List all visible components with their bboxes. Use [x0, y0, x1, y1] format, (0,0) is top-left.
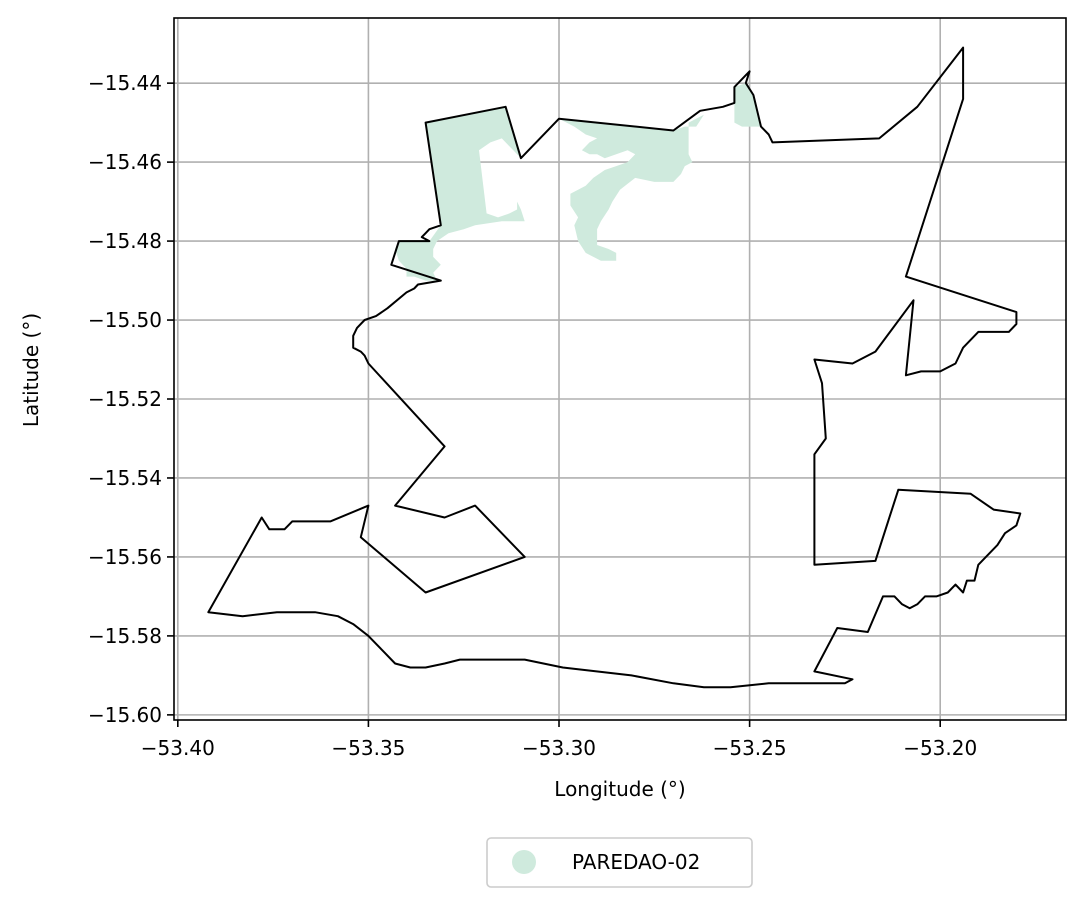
legend-frame	[486, 837, 753, 888]
y-tick-label: −15.48	[88, 229, 162, 253]
region-paredao-02	[395, 106, 525, 281]
y-axis-ticks: −15.44 −15.46 −15.48 −15.50 −15.52 −15.54 −15.…	[88, 71, 174, 727]
x-tick-label: −53.20	[903, 736, 977, 760]
y-tick-label: −15.58	[88, 624, 162, 648]
y-tick-label: −15.56	[88, 545, 162, 569]
legend: PAREDAO-02	[486, 837, 753, 888]
x-tick-label: −53.40	[141, 736, 215, 760]
grid-lines	[174, 18, 1066, 720]
boundary-outline	[207, 46, 1022, 689]
legend-label-paredao-02: PAREDAO-02	[572, 850, 700, 874]
y-tick-label: −15.50	[88, 308, 162, 332]
y-tick-label: −15.54	[88, 466, 162, 490]
y-tick-label: −15.46	[88, 150, 162, 174]
region-paredao-02	[734, 83, 761, 127]
x-tick-label: −53.35	[331, 736, 405, 760]
y-axis-label: Latitude (°)	[19, 313, 43, 427]
region-layer	[395, 83, 761, 281]
plot-frame	[173, 17, 1067, 721]
y-tick-label: −15.52	[88, 387, 162, 411]
legend-marker-paredao-02	[512, 850, 536, 874]
x-tick-label: −53.30	[522, 736, 596, 760]
x-axis-ticks: −53.40 −53.35 −53.30 −53.25 −53.20	[141, 720, 977, 760]
y-tick-label: −15.44	[88, 71, 162, 95]
y-tick-label: −15.60	[88, 703, 162, 727]
boundary-layer	[207, 46, 1022, 689]
region-paredao-02	[559, 114, 704, 261]
x-tick-label: −53.25	[713, 736, 787, 760]
x-axis-label: Longitude (°)	[554, 777, 685, 801]
